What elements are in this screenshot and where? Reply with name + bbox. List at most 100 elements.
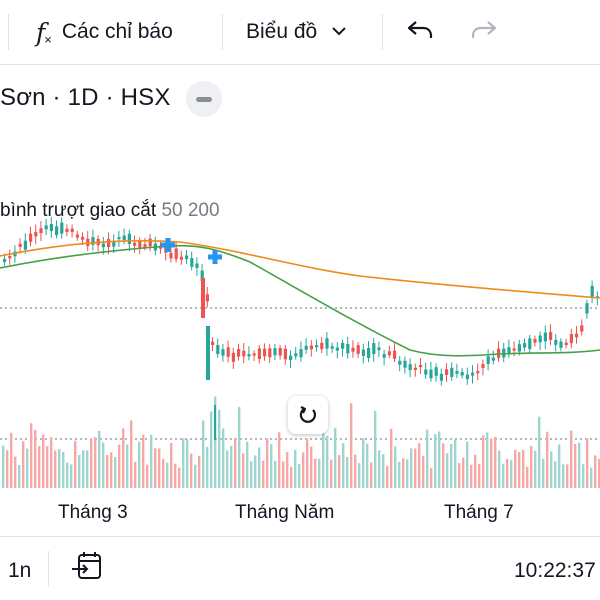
volume-bar: [414, 448, 417, 488]
volume-bar: [518, 452, 521, 488]
volume-bar: [18, 464, 21, 488]
volume-bar: [590, 467, 593, 488]
volume-bar: [338, 455, 341, 488]
volume-bar: [450, 444, 453, 488]
candle-body: [294, 353, 298, 357]
candle-body: [533, 338, 537, 343]
candle-body: [112, 241, 116, 247]
volume-bar: [470, 464, 473, 488]
candle-body: [299, 349, 303, 358]
volume-bar: [222, 428, 225, 488]
candle-body: [413, 367, 417, 371]
candle-body: [387, 351, 391, 356]
volume-bar: [578, 442, 581, 488]
volume-bar: [306, 438, 309, 488]
bottom-bar-border: [0, 536, 600, 537]
volume-bar: [454, 439, 457, 488]
candle-body: [330, 346, 334, 349]
candle-body: [543, 332, 547, 342]
go-to-date-button[interactable]: [70, 549, 110, 589]
candle-body: [205, 294, 209, 302]
candle-body: [476, 371, 480, 374]
volume-bar: [402, 458, 405, 488]
volume-bar: [538, 416, 541, 488]
volume-bar: [350, 403, 353, 488]
candle-body: [351, 347, 355, 352]
candle-body: [247, 354, 251, 357]
interval-button[interactable]: 1n: [8, 559, 32, 582]
candle-body: [242, 350, 246, 357]
volume-bar: [178, 467, 181, 488]
chart-type-dropdown[interactable]: Biểu đồ: [246, 12, 347, 52]
volume-bar: [82, 450, 85, 488]
volume-bar: [22, 441, 25, 488]
volume-bar: [342, 443, 345, 488]
candle-body: [372, 343, 376, 355]
candle-body: [346, 343, 350, 354]
candle-body: [419, 364, 423, 368]
volume-bar: [418, 443, 421, 488]
volume-bar: [62, 451, 65, 488]
candle-body: [195, 263, 199, 268]
volume-bar: [318, 458, 321, 488]
volume-bar: [134, 461, 137, 488]
candle-body: [502, 348, 506, 358]
candle-body: [221, 349, 225, 356]
reset-chart-button[interactable]: [288, 396, 328, 434]
x-axis-label: Tháng Năm: [235, 502, 335, 523]
candle-body: [361, 349, 365, 356]
volume-bar: [490, 438, 493, 488]
volume-bar: [514, 449, 517, 488]
candle-body: [283, 348, 287, 360]
indicator-name: bình trượt giao cắt: [0, 200, 157, 221]
calendar-arrow-icon: [70, 552, 104, 587]
volume-bar: [434, 434, 437, 488]
candle-body: [273, 348, 277, 356]
volume-bar: [26, 448, 29, 488]
candle-body: [200, 270, 204, 281]
symbol-header[interactable]: Sơn · 1D · HSX: [0, 78, 171, 118]
candle-body: [216, 345, 220, 354]
candle-body: [81, 236, 85, 240]
undo-button[interactable]: [406, 12, 434, 52]
volume-bar: [154, 448, 157, 488]
collapse-legend-button[interactable]: [186, 81, 222, 117]
volume-bar: [302, 452, 305, 488]
candle-body: [564, 342, 568, 346]
candle-body: [465, 374, 469, 380]
volume-bar: [142, 434, 145, 488]
volume-bar: [354, 454, 357, 488]
volume-bar: [86, 450, 89, 488]
candle-body: [491, 357, 495, 361]
candle-body: [341, 342, 345, 349]
redo-button[interactable]: [470, 12, 498, 52]
candle-body: [512, 348, 516, 351]
volume-bar: [274, 460, 277, 488]
candle-body: [49, 224, 53, 232]
volume-bar: [238, 406, 241, 488]
candle-body: [460, 372, 464, 376]
candle-body: [356, 345, 360, 354]
candle-body: [138, 240, 142, 248]
candle-body: [117, 237, 121, 240]
volume-bar: [226, 450, 229, 488]
volume-bar: [282, 461, 285, 488]
candle-body: [398, 360, 402, 365]
volume-bar: [534, 450, 537, 488]
candle-body: [39, 228, 43, 234]
candle-body: [549, 332, 553, 340]
volume-bar: [90, 438, 93, 488]
indicator-legend[interactable]: bình trượt giao cắt 50 200: [0, 200, 220, 222]
volume-bar: [202, 420, 205, 488]
volume-bar: [170, 443, 173, 488]
indicators-button[interactable]: f × Các chỉ báo: [36, 12, 173, 52]
reset-icon: [298, 405, 318, 430]
volume-bar: [110, 452, 113, 488]
candle-body: [185, 255, 189, 260]
volume-bar: [378, 450, 381, 488]
candle-body: [569, 334, 573, 344]
volume-bar: [462, 457, 465, 488]
volume-bar: [94, 437, 97, 488]
candle-body: [190, 257, 194, 267]
